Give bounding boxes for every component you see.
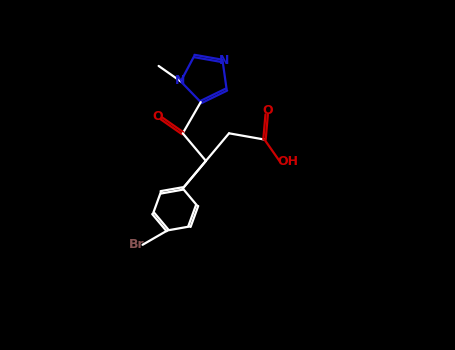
Text: O: O <box>152 110 163 123</box>
Text: Br: Br <box>129 238 144 251</box>
Text: OH: OH <box>278 155 299 168</box>
Text: N: N <box>175 75 185 88</box>
Text: O: O <box>263 104 273 118</box>
Text: N: N <box>218 54 229 67</box>
